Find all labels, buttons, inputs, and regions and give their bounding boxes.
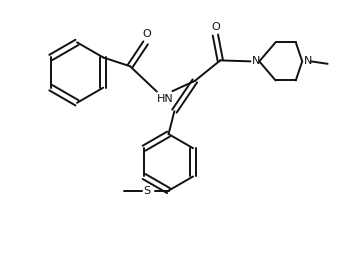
Text: N: N [304,56,312,66]
Text: O: O [211,21,220,32]
Text: O: O [142,29,151,39]
Text: S: S [143,186,150,196]
Text: HN: HN [157,94,173,104]
Text: N: N [251,56,260,66]
